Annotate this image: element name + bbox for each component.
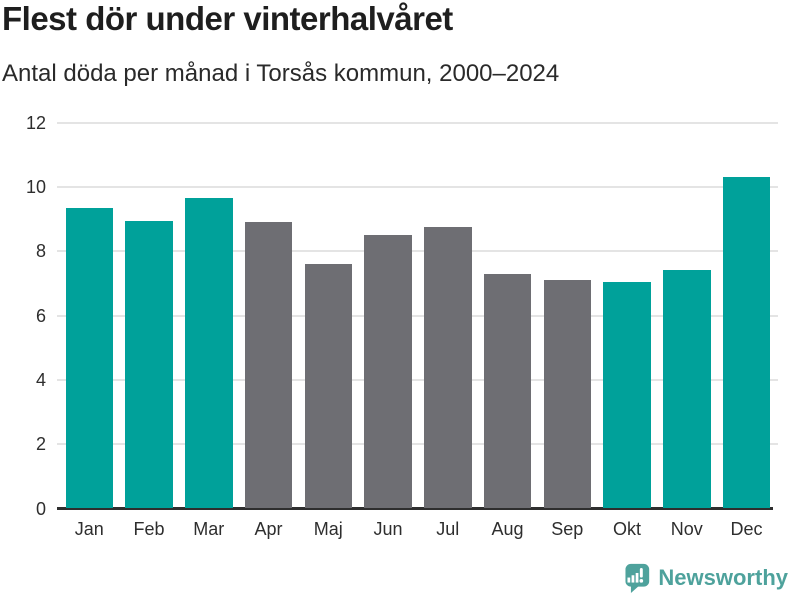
gridline-y12 [57,121,778,124]
x-tick-label-maj: Maj [313,519,343,539]
x-tick-label-sep: Sep [551,519,584,539]
x-tick-label-feb: Feb [133,519,165,539]
gridline-y10 [57,185,778,188]
chart-title: Flest dör under vinterhalvåret [2,0,453,37]
bar-sep [543,280,591,509]
brand-footer: Newsworthy [620,562,788,594]
x-tick-label-dec: Dec [730,519,763,539]
y-tick-label-2: 2 [35,434,46,455]
gridline-y6 [57,314,778,317]
y-tick-label-4: 4 [35,369,46,390]
newsworthy-logo-icon [620,562,651,594]
bar-jun [364,235,412,509]
y-tick-label-8: 8 [35,241,46,262]
gridline-y4 [57,378,778,381]
x-tick-label-jul: Jul [436,519,460,539]
bar-apr [244,222,293,509]
x-tick-label-okt: Okt [612,519,641,539]
bar-jul [424,227,472,509]
y-tick-label-10: 10 [25,176,46,197]
chart-subtitle: Antal döda per månad i Torsås kommun, 20… [2,60,560,87]
x-tick-label-mar: Mar [193,519,225,539]
bar-aug [483,273,532,509]
brand-name: Newsworthy [658,565,788,590]
x-tick-label-jun: Jun [373,519,403,539]
x-tick-label-apr: Apr [254,519,283,539]
bar-dec [722,177,771,509]
x-axis-line [57,507,773,510]
bar-jan [65,207,113,509]
x-tick-label-aug: Aug [491,519,524,539]
gridline-y8 [57,250,778,253]
y-tick-label-0: 0 [35,498,46,519]
y-tick-label-6: 6 [35,305,46,326]
bar-maj [304,264,352,509]
x-tick-label-jan: Jan [74,519,104,539]
gridline-y2 [57,443,778,446]
x-tick-label-nov: Nov [670,519,703,539]
y-tick-label-12: 12 [25,112,46,133]
bar-feb [125,220,173,509]
bar-nov [663,270,711,509]
bar-mar [185,198,233,509]
bar-okt [603,281,651,509]
